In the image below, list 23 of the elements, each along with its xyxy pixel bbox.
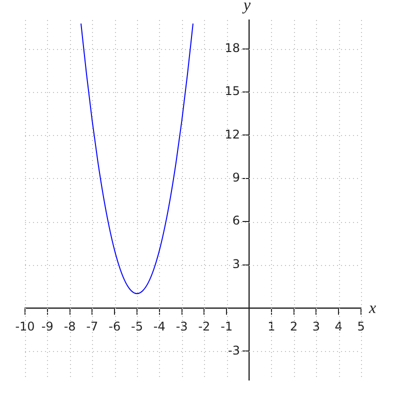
y-tick-label: 12: [224, 127, 240, 142]
x-axis-title: x: [368, 300, 376, 318]
x-tick-label: -10: [15, 319, 35, 334]
x-tick-label: 5: [357, 319, 365, 334]
x-tick-label: 2: [290, 319, 298, 334]
y-tick-label: 18: [224, 40, 240, 55]
x-tick-label: -8: [64, 319, 76, 334]
x-tick-label: -4: [153, 319, 166, 334]
y-tick-label: -3: [228, 343, 240, 358]
x-tick-label: -9: [41, 319, 54, 334]
x-tick-label: -6: [108, 319, 121, 334]
y-tick-label: 6: [232, 214, 240, 228]
x-tick-label: -3: [176, 319, 188, 334]
x-tick-label: -7: [86, 319, 98, 334]
x-tick-label: -1: [220, 319, 233, 334]
y-tick-label: 9: [232, 170, 240, 185]
y-tick-label: 3: [232, 256, 240, 271]
x-tick-label: 3: [312, 319, 320, 334]
y-axis-title: y: [241, 0, 252, 14]
line-series: [80, 23, 194, 294]
x-tick-label: -2: [198, 319, 210, 334]
y-tick-label: 15: [224, 84, 240, 98]
x-tick-label: -5: [131, 319, 143, 334]
